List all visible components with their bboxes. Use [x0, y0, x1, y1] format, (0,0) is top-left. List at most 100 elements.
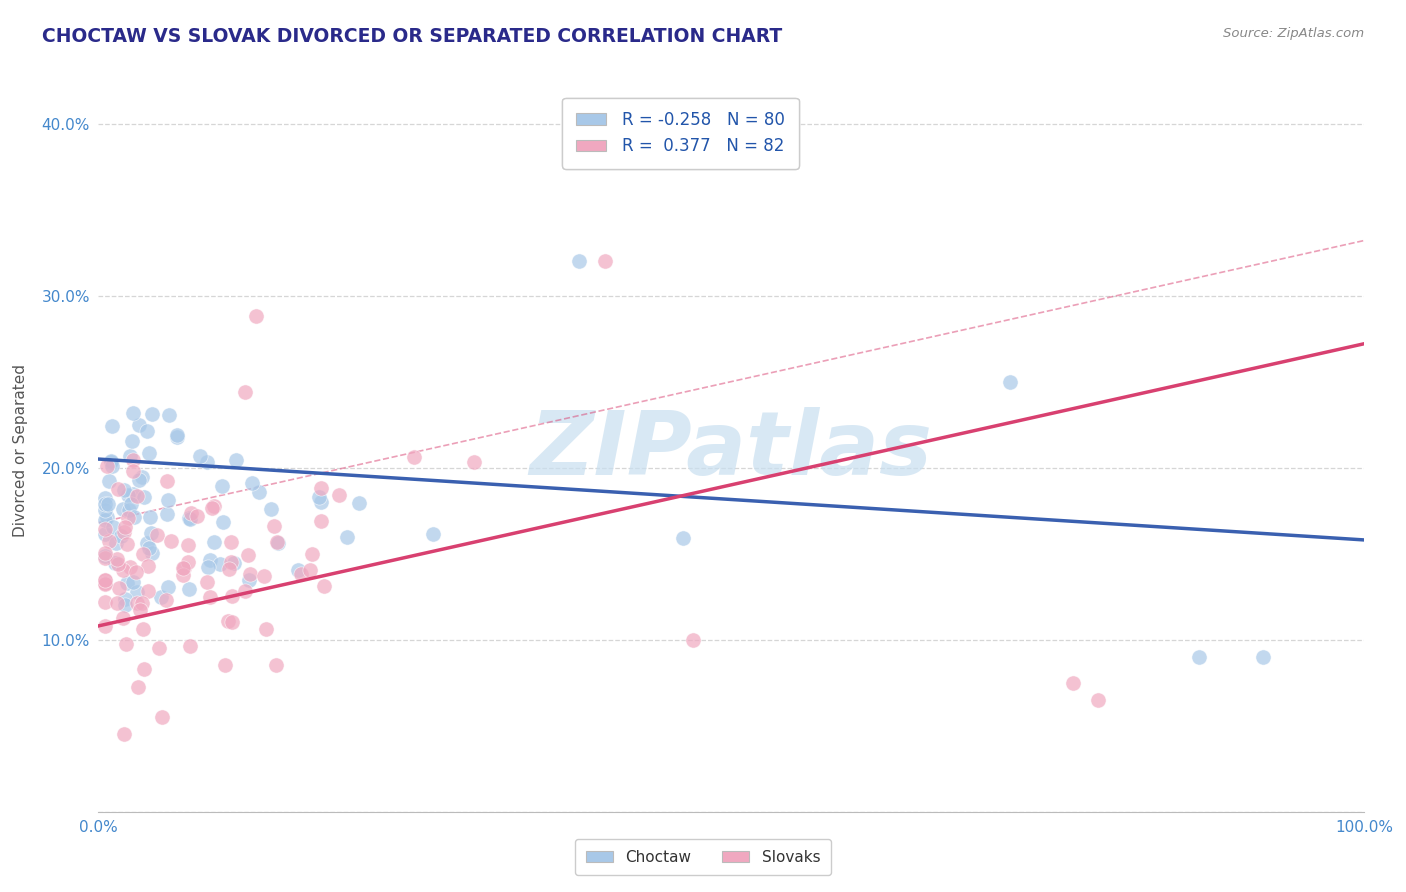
Point	[138, 446, 160, 460]
Point	[195, 574, 218, 589]
Text: Source: ZipAtlas.com: Source: ZipAtlas.com	[1223, 27, 1364, 40]
Point	[198, 553, 221, 567]
Point	[93, 491, 117, 505]
Point	[156, 474, 179, 488]
Point	[328, 488, 350, 502]
Point	[202, 500, 225, 514]
Point	[110, 529, 132, 543]
Point	[463, 455, 485, 469]
Point	[160, 534, 183, 549]
Point	[682, 632, 704, 647]
Point	[1062, 675, 1084, 690]
Point	[117, 488, 139, 502]
Point	[122, 575, 145, 590]
Point	[179, 512, 201, 526]
Point	[177, 538, 200, 552]
Legend: Choctaw, Slovaks: Choctaw, Slovaks	[575, 839, 831, 875]
Point	[155, 593, 177, 607]
Point	[166, 430, 188, 444]
Point	[671, 531, 693, 545]
Point	[125, 595, 148, 609]
Point	[219, 535, 242, 549]
Point	[93, 497, 117, 511]
Point	[190, 449, 212, 463]
Point	[240, 475, 263, 490]
Point	[146, 527, 169, 541]
Point	[93, 575, 117, 590]
Text: ZIPatlas: ZIPatlas	[530, 407, 932, 494]
Point	[266, 536, 288, 550]
Point	[157, 493, 180, 508]
Legend: R = -0.258   N = 80, R =  0.377   N = 82: R = -0.258 N = 80, R = 0.377 N = 82	[562, 97, 799, 169]
Point	[260, 502, 283, 516]
Point	[166, 427, 188, 442]
Point	[238, 573, 260, 587]
Point	[121, 406, 143, 420]
Point	[115, 576, 138, 591]
Point	[96, 510, 118, 524]
Point	[233, 384, 256, 399]
Point	[100, 455, 122, 469]
Point	[136, 584, 159, 599]
Point	[177, 555, 200, 569]
Point	[195, 455, 218, 469]
Point	[127, 680, 149, 694]
Point	[112, 525, 135, 540]
Point	[139, 525, 162, 540]
Point	[1087, 693, 1109, 707]
Point	[156, 580, 179, 594]
Point	[100, 419, 122, 434]
Point	[139, 510, 162, 524]
Point	[115, 637, 138, 651]
Point	[264, 658, 287, 673]
Point	[93, 503, 117, 517]
Point	[202, 535, 225, 549]
Point	[120, 497, 142, 511]
Point	[219, 555, 242, 569]
Point	[1188, 649, 1211, 664]
Point	[263, 518, 285, 533]
Point	[132, 662, 155, 676]
Point	[136, 424, 159, 438]
Point	[301, 547, 323, 561]
Point	[180, 506, 202, 520]
Point	[138, 541, 160, 556]
Point	[214, 658, 236, 673]
Point	[98, 475, 121, 489]
Point	[125, 490, 148, 504]
Point	[128, 603, 150, 617]
Point	[107, 557, 129, 571]
Point	[149, 590, 172, 604]
Point	[111, 563, 134, 577]
Point	[156, 507, 179, 521]
Point	[148, 641, 170, 656]
Point	[1251, 649, 1274, 664]
Point	[96, 459, 118, 474]
Point	[173, 561, 195, 575]
Point	[179, 639, 201, 653]
Point	[186, 509, 208, 524]
Point	[179, 510, 201, 524]
Point	[122, 487, 145, 501]
Point	[114, 483, 136, 498]
Point	[114, 592, 136, 607]
Point	[115, 537, 138, 551]
Point	[120, 560, 142, 574]
Point	[94, 546, 117, 560]
Point	[211, 515, 233, 529]
Point	[172, 567, 194, 582]
Point	[114, 598, 136, 612]
Point	[121, 453, 143, 467]
Point	[221, 589, 243, 603]
Point	[93, 550, 117, 565]
Point	[132, 547, 155, 561]
Point	[93, 573, 117, 587]
Point	[100, 454, 122, 468]
Point	[290, 566, 312, 581]
Point	[222, 556, 245, 570]
Point	[105, 551, 128, 566]
Point	[122, 464, 145, 478]
Point	[93, 527, 117, 541]
Point	[136, 558, 159, 573]
Point	[121, 434, 143, 449]
